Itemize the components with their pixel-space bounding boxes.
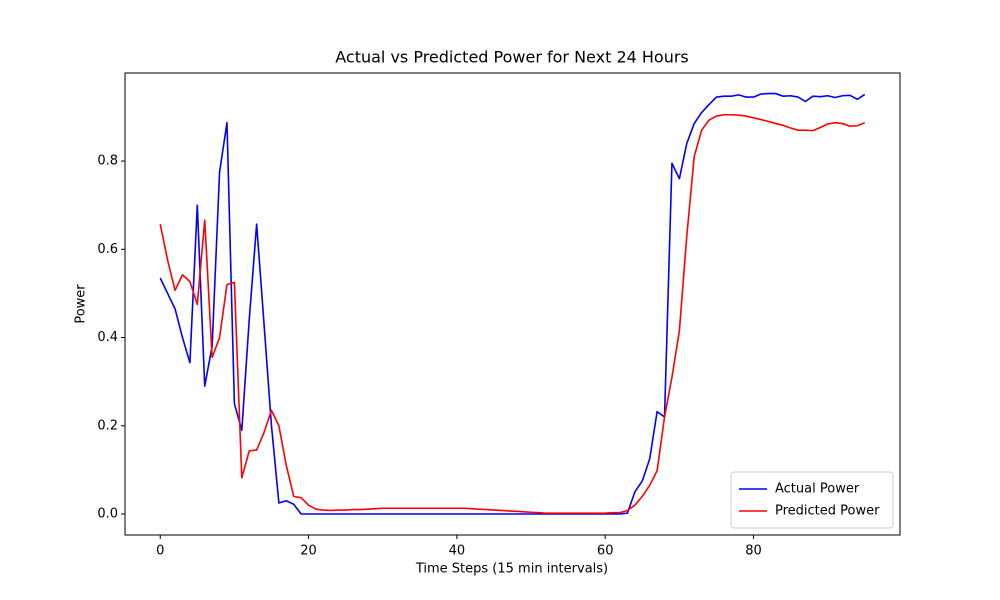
y-tick-label: 0.6 <box>97 242 118 257</box>
y-tick-label: 0.4 <box>97 330 118 345</box>
x-tick-label: 80 <box>745 544 762 559</box>
x-axis-label: Time Steps (15 min intervals) <box>415 562 608 577</box>
x-tick-label: 60 <box>597 544 614 559</box>
line-series <box>159 113 866 514</box>
y-axis-label: Power <box>74 284 89 324</box>
x-tick-label: 20 <box>300 544 317 559</box>
x-tick-label: 40 <box>449 544 466 559</box>
legend-label: Actual Power <box>775 482 860 497</box>
x-tick-label: 0 <box>156 544 164 559</box>
legend-label: Predicted Power <box>775 504 880 519</box>
plot-frame <box>124 72 901 536</box>
y-tick-label: 0.8 <box>97 154 118 169</box>
y-tick-label: 0.2 <box>97 418 118 433</box>
y-tick-label: 0.0 <box>97 507 118 522</box>
legend-box <box>730 471 894 529</box>
chart-title: Actual vs Predicted Power for Next 24 Ho… <box>335 48 689 67</box>
line-series <box>159 92 866 515</box>
